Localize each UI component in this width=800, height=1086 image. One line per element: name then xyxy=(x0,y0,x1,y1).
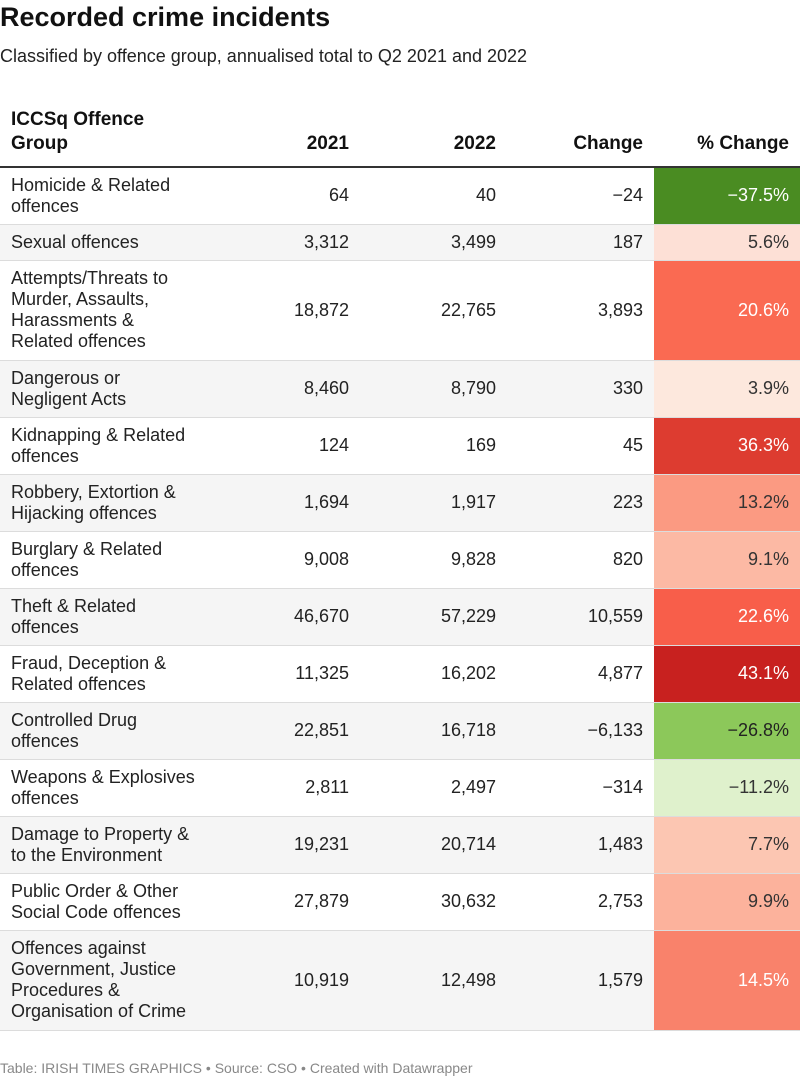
table-row: Weapons & Explosives offences 2,811 2,497−… xyxy=(0,759,800,817)
cell-change: 1,483 xyxy=(507,816,654,874)
cell-offence-group: Public Order & Other Social Code offence… xyxy=(0,873,210,931)
table-row: Kidnapping & Related offences 124 169 45 36.… xyxy=(0,417,800,475)
cell-offence-group: Damage to Property & to the Environment xyxy=(0,816,210,874)
cell-change: 4,877 xyxy=(507,645,654,703)
cell-2021: 18,872 xyxy=(210,260,360,361)
chart-title: Recorded crime incidents xyxy=(0,2,331,32)
cell-offence-group: Homicide & Related offences xyxy=(0,167,210,225)
cell-offence-group: Fraud, Deception & Related offences xyxy=(0,645,210,703)
cell-2021: 1,694 xyxy=(210,474,360,532)
cell-2022: 169 xyxy=(360,417,507,475)
cell-change: 10,559 xyxy=(507,588,654,646)
cell-2022: 3,499 xyxy=(360,224,507,261)
cell-change: 45 xyxy=(507,417,654,475)
cell-change: −6,133 xyxy=(507,702,654,760)
cell-2021: 22,851 xyxy=(210,702,360,760)
cell-2022: 16,202 xyxy=(360,645,507,703)
cell-pct-change: 43.1% xyxy=(654,645,800,703)
column-header-2021: 2021 xyxy=(210,104,360,168)
cell-change: −24 xyxy=(507,167,654,225)
cell-pct-change: 5.6% xyxy=(654,224,800,261)
cell-pct-change: 36.3% xyxy=(654,417,800,475)
cell-offence-group: Weapons & Explosives offences xyxy=(0,759,210,817)
cell-2021: 3,312 xyxy=(210,224,360,261)
cell-pct-change: 9.9% xyxy=(654,873,800,931)
cell-2022: 20,714 xyxy=(360,816,507,874)
cell-change: 820 xyxy=(507,531,654,589)
cell-offence-group: Sexual offences xyxy=(0,224,210,261)
cell-2021: 124 xyxy=(210,417,360,475)
table-row: Theft & Related offences 46,670 57,229 10,5… xyxy=(0,588,800,646)
table-row: Controlled Drug offences 22,851 16,718 −6,1… xyxy=(0,702,800,760)
table-row: Offences against Government, Justice Pro… xyxy=(0,930,800,1031)
cell-pct-change: −11.2% xyxy=(654,759,800,817)
cell-change: 223 xyxy=(507,474,654,532)
crime-table: ICCSq Offence Group 2021 2022 Change % C… xyxy=(0,104,800,1031)
cell-pct-change: 14.5% xyxy=(654,930,800,1031)
cell-change: 3,893 xyxy=(507,260,654,361)
column-header-offence-group: ICCSq Offence Group xyxy=(0,104,210,168)
cell-pct-change: 3.9% xyxy=(654,360,800,418)
cell-offence-group: Robbery, Extortion & Hijacking offences xyxy=(0,474,210,532)
footer-credit: Table: IRISH TIMES GRAPHICS • Source: CS… xyxy=(0,1060,473,1076)
cell-change: 2,753 xyxy=(507,873,654,931)
cell-2022: 30,632 xyxy=(360,873,507,931)
cell-offence-group: Offences against Government, Justice Pro… xyxy=(0,930,210,1031)
cell-offence-group: Theft & Related offences xyxy=(0,588,210,646)
cell-2022: 22,765 xyxy=(360,260,507,361)
cell-2021: 10,919 xyxy=(210,930,360,1031)
cell-2022: 2,497 xyxy=(360,759,507,817)
cell-pct-change: 20.6% xyxy=(654,260,800,361)
column-header-change: Change xyxy=(507,104,654,168)
cell-pct-change: −37.5% xyxy=(654,167,800,225)
table-row: Fraud, Deception & Related offences 11,32… xyxy=(0,645,800,703)
cell-offence-group: Dangerous or Negligent Acts xyxy=(0,360,210,418)
cell-2022: 8,790 xyxy=(360,360,507,418)
table-body: Homicide & Related offences 64 40 −24 −37.5%… xyxy=(0,167,800,1031)
cell-pct-change: 13.2% xyxy=(654,474,800,532)
table-row: Sexual offences 3,312 3,499 187 5.6% xyxy=(0,224,800,261)
table-row: Robbery, Extortion & Hijacking offences 1… xyxy=(0,474,800,532)
table-row: Burglary & Related offences 9,008 9,828 820… xyxy=(0,531,800,589)
cell-pct-change: 9.1% xyxy=(654,531,800,589)
table-row: Public Order & Other Social Code offence… xyxy=(0,873,800,931)
cell-pct-change: 7.7% xyxy=(654,816,800,874)
cell-2022: 40 xyxy=(360,167,507,225)
cell-offence-group: Attempts/Threats to Murder, Assaults, Ha… xyxy=(0,260,210,361)
cell-offence-group: Controlled Drug offences xyxy=(0,702,210,760)
cell-offence-group: Burglary & Related offences xyxy=(0,531,210,589)
cell-offence-group: Kidnapping & Related offences xyxy=(0,417,210,475)
cell-2021: 9,008 xyxy=(210,531,360,589)
cell-2021: 27,879 xyxy=(210,873,360,931)
cell-2021: 64 xyxy=(210,167,360,225)
table-row: Damage to Property & to the Environment 1… xyxy=(0,816,800,874)
cell-2021: 2,811 xyxy=(210,759,360,817)
header-row: ICCSq Offence Group 2021 2022 Change % C… xyxy=(0,104,800,168)
column-header-2022: 2022 xyxy=(360,104,507,168)
cell-2022: 16,718 xyxy=(360,702,507,760)
cell-2021: 11,325 xyxy=(210,645,360,703)
table-row: Attempts/Threats to Murder, Assaults, Ha… xyxy=(0,260,800,361)
table-row: Homicide & Related offences 64 40 −24 −37.5% xyxy=(0,167,800,225)
cell-2022: 12,498 xyxy=(360,930,507,1031)
cell-2021: 8,460 xyxy=(210,360,360,418)
column-header-pct-change: % Change xyxy=(654,104,800,168)
cell-change: 187 xyxy=(507,224,654,261)
cell-pct-change: 22.6% xyxy=(654,588,800,646)
cell-2022: 9,828 xyxy=(360,531,507,589)
cell-pct-change: −26.8% xyxy=(654,702,800,760)
table-row: Dangerous or Negligent Acts 8,460 8,790 330… xyxy=(0,360,800,418)
chart-subtitle: Classified by offence group, annualised … xyxy=(0,46,528,66)
cell-change: 330 xyxy=(507,360,654,418)
cell-2022: 1,917 xyxy=(360,474,507,532)
cell-change: 1,579 xyxy=(507,930,654,1031)
cell-2021: 46,670 xyxy=(210,588,360,646)
cell-change: −314 xyxy=(507,759,654,817)
cell-2022: 57,229 xyxy=(360,588,507,646)
cell-2021: 19,231 xyxy=(210,816,360,874)
